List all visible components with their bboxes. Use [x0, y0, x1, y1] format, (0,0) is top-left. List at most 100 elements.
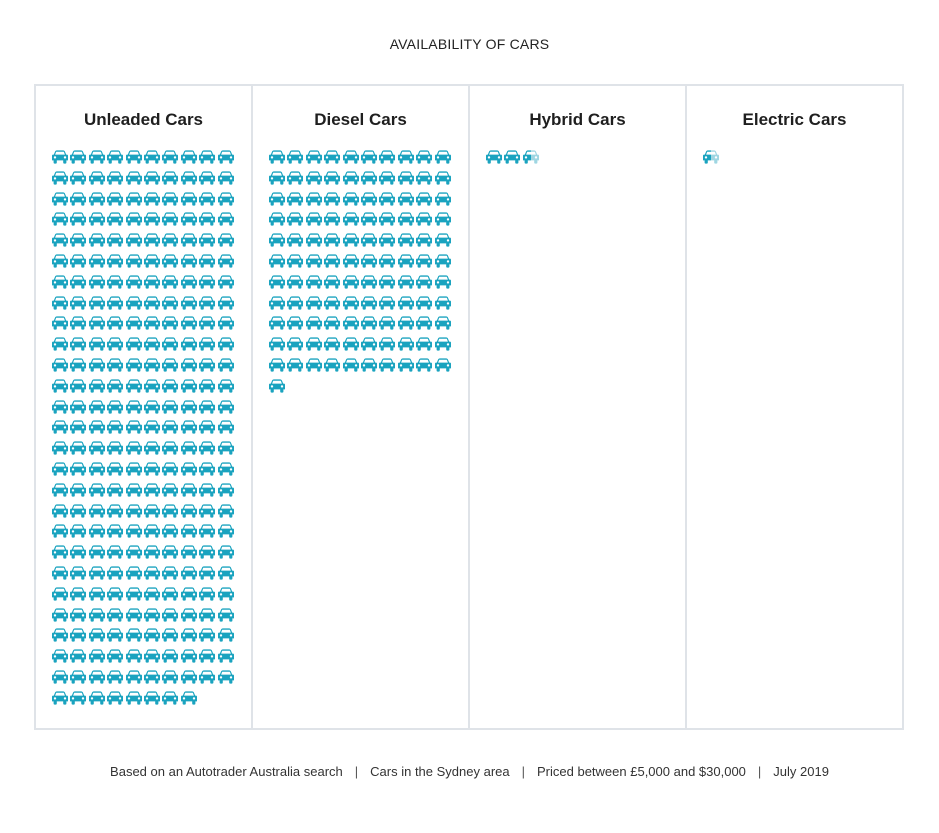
car-icon [125, 191, 142, 206]
car-icon [287, 150, 304, 164]
car-icon [107, 524, 124, 538]
car-icon [125, 566, 142, 580]
car-icon [52, 566, 68, 580]
car-icon [52, 441, 68, 455]
car-icon [70, 587, 87, 601]
car-icon [199, 483, 216, 497]
car-icon [125, 524, 142, 538]
car-icon [305, 358, 322, 372]
car-icon [52, 191, 68, 206]
car-icon [144, 171, 160, 185]
car-icon [70, 483, 87, 497]
car-icon [107, 607, 124, 622]
chart-title: AVAILABILITY OF CARS [389, 36, 550, 52]
car-icon [199, 399, 216, 414]
car-icon [324, 233, 341, 247]
car-icon [88, 483, 105, 497]
car-icon [269, 379, 285, 393]
car-icon-partial [522, 150, 539, 164]
car-icon [125, 649, 142, 663]
car-icon [305, 191, 322, 206]
car-icon [144, 379, 160, 393]
car-icon [70, 150, 87, 164]
car-icon [107, 462, 124, 476]
car-icon [199, 649, 216, 663]
car-icon [361, 337, 377, 351]
car-icon [287, 212, 304, 226]
car-icon [52, 171, 68, 185]
car-icon [324, 150, 341, 164]
car-icon [361, 358, 377, 372]
car-icon [52, 399, 68, 414]
car-icon [52, 670, 68, 684]
car-icon [379, 233, 396, 247]
car-icon [434, 275, 451, 289]
car-icon [397, 191, 414, 206]
car-icon [180, 275, 197, 289]
car-icon [162, 462, 179, 476]
car-icon [324, 212, 341, 226]
car-icon [70, 649, 87, 663]
car-icon [397, 316, 414, 330]
car-icon [125, 254, 142, 268]
car-icon [107, 254, 124, 268]
car-icon [434, 295, 451, 310]
car-icon [88, 462, 105, 476]
car-icon [107, 399, 124, 414]
car-icon [88, 566, 105, 580]
car-icon [88, 441, 105, 455]
car-icon [397, 171, 414, 185]
car-icon [269, 254, 285, 268]
car-icon [125, 295, 142, 310]
car-icon [162, 358, 179, 372]
car-icon [324, 316, 341, 330]
car-icon [162, 337, 179, 351]
car-icon [379, 191, 396, 206]
car-icon [199, 524, 216, 538]
car-icon [287, 358, 304, 372]
car-icon [361, 275, 377, 289]
car-icon [125, 691, 142, 705]
car-icon [324, 254, 341, 268]
car-icon [125, 379, 142, 393]
car-icon [342, 316, 359, 330]
car-icon [162, 254, 179, 268]
car-icon [162, 379, 179, 393]
car-icon [52, 691, 68, 705]
car-icon [180, 212, 197, 226]
car-icon [125, 670, 142, 684]
car-icon [361, 233, 377, 247]
car-icon [180, 483, 197, 497]
car-icon [199, 337, 216, 351]
car-icon [52, 607, 68, 622]
car-icon [379, 316, 396, 330]
car-icon [107, 691, 124, 705]
car-icon [88, 316, 105, 330]
car-icon [88, 275, 105, 289]
car-icon [397, 150, 414, 164]
car-icon [88, 337, 105, 351]
car-icon [144, 233, 160, 247]
car-icon [125, 587, 142, 601]
car-icon [144, 607, 160, 622]
car-icon [162, 171, 179, 185]
car-icon [52, 379, 68, 393]
car-icon [397, 337, 414, 351]
car-icon [361, 171, 377, 185]
car-icon [287, 254, 304, 268]
car-icon [486, 150, 502, 164]
car-icon [305, 254, 322, 268]
car-icon [324, 337, 341, 351]
car-icon [416, 275, 433, 289]
car-icon [162, 628, 179, 642]
car-icon [199, 275, 216, 289]
car-icon [379, 171, 396, 185]
car-icon [88, 607, 105, 622]
footer-note: Based on an Autotrader Australia search |… [0, 764, 939, 779]
car-icon [70, 233, 87, 247]
car-icon [52, 587, 68, 601]
car-icon [88, 503, 105, 518]
car-icon [107, 566, 124, 580]
car-icon [217, 379, 234, 393]
car-icon [162, 524, 179, 538]
